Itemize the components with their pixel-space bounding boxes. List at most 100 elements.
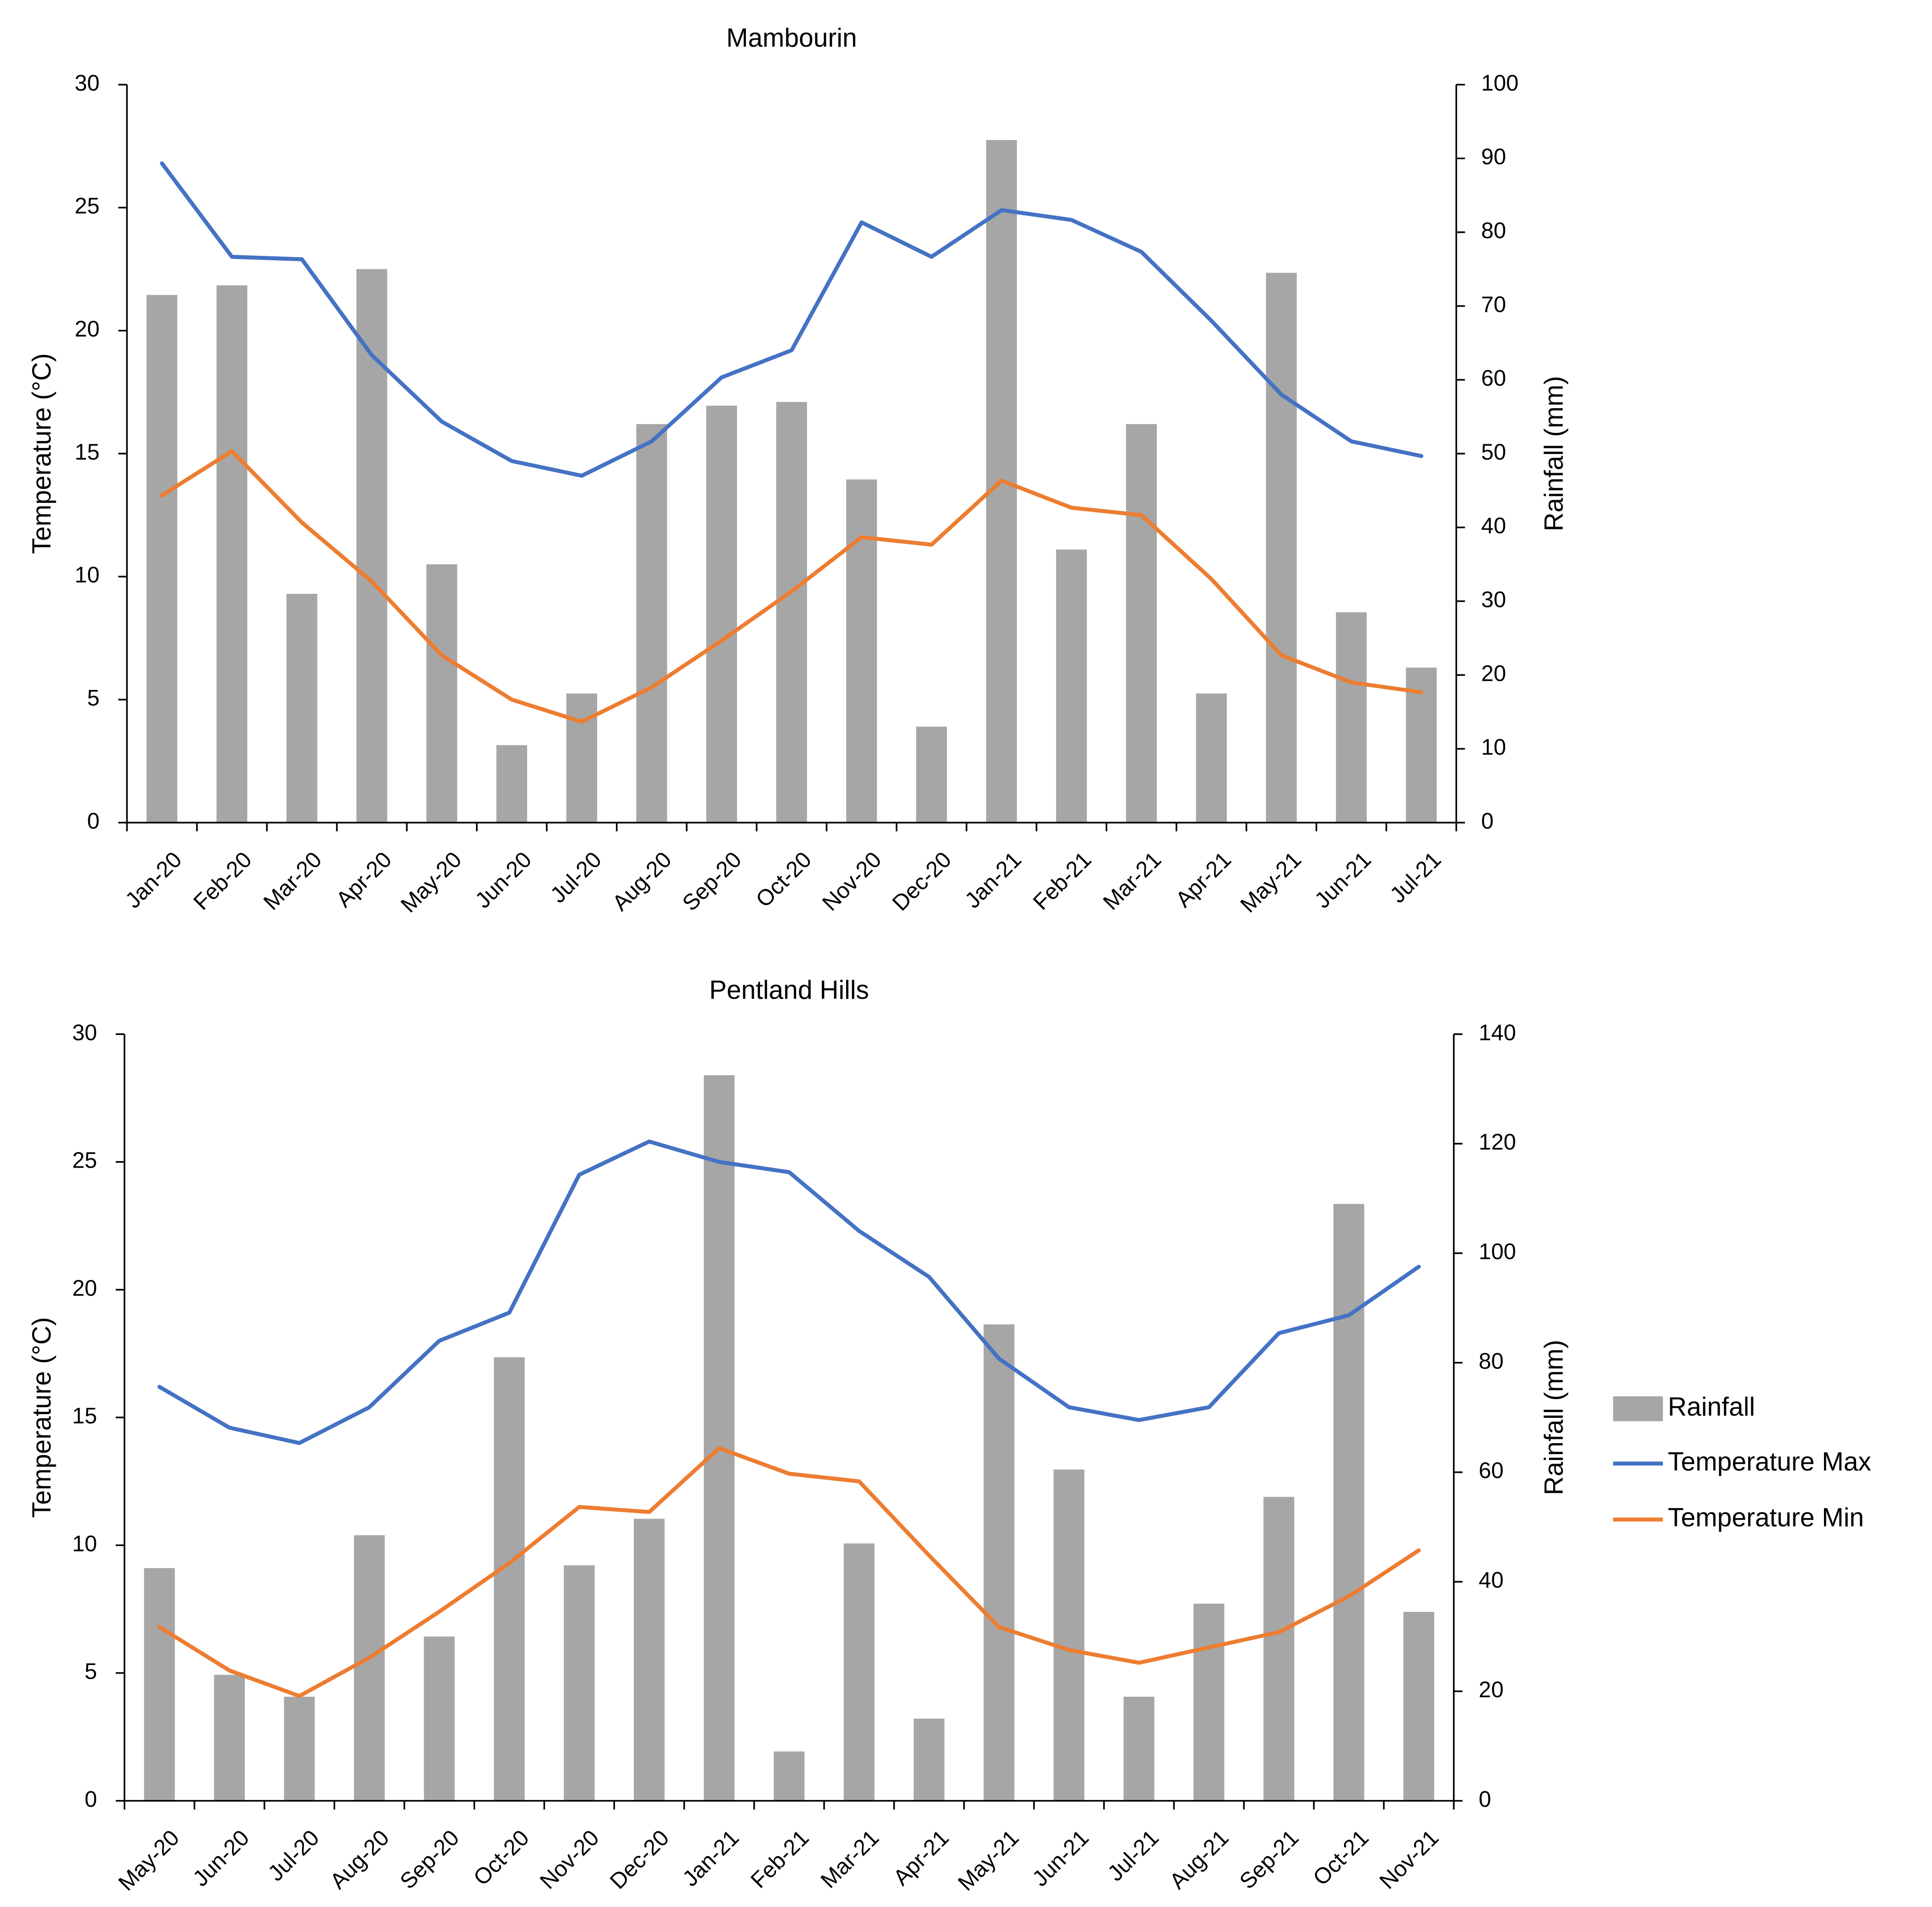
temperature-min-line	[157, 1446, 1421, 1698]
x-tick-label: May-21	[1236, 847, 1306, 918]
right-tick-label: 0	[1481, 809, 1494, 834]
rainfall-bar	[1336, 612, 1367, 823]
rainfall-bar	[424, 1636, 455, 1801]
chart-title: Pentland Hills	[709, 975, 869, 1005]
left-tick-label: 20	[72, 1276, 97, 1301]
left-tick-label: 25	[75, 194, 99, 219]
right-tick-label: 120	[1479, 1130, 1516, 1155]
x-tick-label: Feb-21	[1028, 847, 1096, 915]
x-tick-label: Sep-21	[1235, 1826, 1304, 1894]
right-tick-label: 30	[1481, 587, 1506, 612]
left-axis-title: Temperature (°C)	[27, 353, 56, 554]
x-tick-label: Jul-20	[546, 847, 606, 908]
rainfall-bar	[1266, 273, 1297, 823]
rainfall-bar	[1193, 1603, 1225, 1801]
rainfall-bar	[846, 479, 877, 823]
left-tick-label: 25	[72, 1148, 97, 1173]
rainfall-bar	[144, 1568, 175, 1801]
x-tick-label: Jun-21	[1310, 847, 1376, 913]
right-tick-label: 50	[1481, 440, 1506, 464]
x-tick-label: May-20	[114, 1826, 184, 1896]
rainfall-bar	[286, 593, 318, 823]
right-tick-label: 100	[1481, 71, 1519, 96]
left-tick-label: 15	[72, 1404, 97, 1428]
rainfall-bar	[146, 295, 178, 823]
rainfall-bar	[706, 405, 737, 823]
x-tick-label: Apr-20	[331, 847, 396, 912]
rainfall-bar	[703, 1075, 735, 1801]
x-tick-label: Aug-21	[1165, 1826, 1234, 1894]
left-tick-label: 10	[75, 563, 99, 587]
chart-title: Mambourin	[726, 23, 857, 53]
rainfall-bar	[426, 564, 458, 823]
x-tick-label: Jan-21	[960, 847, 1026, 913]
x-tick-label: Mar-21	[816, 1826, 884, 1893]
rainfall-bar	[1403, 1611, 1435, 1801]
x-tick-label: Nov-20	[818, 847, 886, 916]
rainfall-bar	[916, 727, 947, 823]
right-tick-label: 90	[1481, 145, 1506, 169]
x-tick-label: Feb-20	[189, 847, 257, 915]
left-tick-label: 30	[75, 71, 99, 96]
rainfall-bar	[216, 285, 248, 823]
rainfall-bar	[1123, 1697, 1155, 1801]
temperature-min-line	[160, 449, 1424, 724]
right-tick-label: 80	[1479, 1349, 1503, 1374]
rainfall-bar	[494, 1357, 525, 1801]
x-tick-label: Jan-21	[678, 1826, 744, 1891]
x-tick-label: Jul-21	[1385, 847, 1446, 908]
x-tick-label: Aug-20	[608, 847, 676, 916]
x-tick-label: Jun-20	[188, 1826, 254, 1891]
left-tick-label: 5	[87, 686, 99, 711]
rainfall-bar	[356, 269, 388, 823]
x-tick-label: Dec-20	[888, 847, 956, 916]
left-tick-label: 0	[87, 809, 99, 834]
legend-label: Temperature Max	[1668, 1447, 1871, 1476]
x-tick-label: Dec-20	[605, 1826, 674, 1894]
left-tick-label: 0	[85, 1787, 97, 1812]
right-tick-label: 60	[1479, 1459, 1503, 1483]
rainfall-bar	[566, 693, 597, 823]
rainfall-bar	[776, 402, 807, 823]
x-tick-label: Nov-20	[535, 1826, 604, 1894]
rainfall-bar	[1126, 424, 1157, 823]
x-tick-label: Sep-20	[678, 847, 746, 916]
rainfall-bar	[564, 1565, 595, 1801]
rainfall-bar	[496, 745, 527, 823]
rainfall-bar	[636, 424, 667, 823]
x-tick-label: Oct-20	[469, 1826, 534, 1891]
rainfall-bar	[1333, 1204, 1365, 1801]
right-tick-label: 20	[1481, 661, 1506, 686]
rainfall-bar	[284, 1697, 315, 1801]
rainfall-bar	[983, 1324, 1015, 1801]
x-tick-label: Feb-21	[746, 1826, 814, 1893]
x-tick-label: Jun-21	[1028, 1826, 1094, 1891]
x-tick-label: Jan-20	[121, 847, 187, 913]
right-tick-label: 0	[1479, 1787, 1491, 1812]
right-tick-label: 40	[1481, 514, 1506, 539]
x-tick-label: May-20	[396, 847, 467, 918]
left-tick-label: 5	[85, 1659, 97, 1684]
right-tick-label: 40	[1479, 1568, 1503, 1593]
x-tick-label: Jul-20	[264, 1826, 324, 1886]
right-tick-label: 80	[1481, 218, 1506, 243]
right-tick-label: 140	[1479, 1020, 1516, 1045]
legend-label: Rainfall	[1668, 1392, 1755, 1422]
rainfall-bar	[1053, 1469, 1085, 1801]
right-tick-label: 60	[1481, 366, 1506, 391]
right-axis-title: Rainfall (mm)	[1539, 376, 1569, 532]
temperature-max-line	[160, 161, 1424, 478]
rainfall-bar	[913, 1718, 944, 1801]
left-tick-label: 10	[72, 1531, 97, 1556]
rainfall-bar	[773, 1751, 805, 1801]
right-tick-label: 10	[1481, 735, 1506, 760]
rainfall-bar	[214, 1675, 245, 1801]
x-tick-label: Jun-20	[470, 847, 536, 913]
chart-mambourin: Mambourin 0 5 10 15 20 25 30 0 10 20 30 40 50 60 70 80 90…	[27, 23, 1569, 917]
rainfall-bar	[1056, 549, 1087, 823]
right-axis-title: Rainfall (mm)	[1539, 1340, 1569, 1495]
x-tick-label: Oct-20	[751, 847, 816, 912]
rainfall-bar	[843, 1543, 875, 1801]
chart-pentland-hills: Pentland Hills 0 5 10 15 20 25 30 0 20 40 60 80 100 12…	[27, 975, 1569, 1896]
rainfall-bar	[354, 1535, 385, 1801]
